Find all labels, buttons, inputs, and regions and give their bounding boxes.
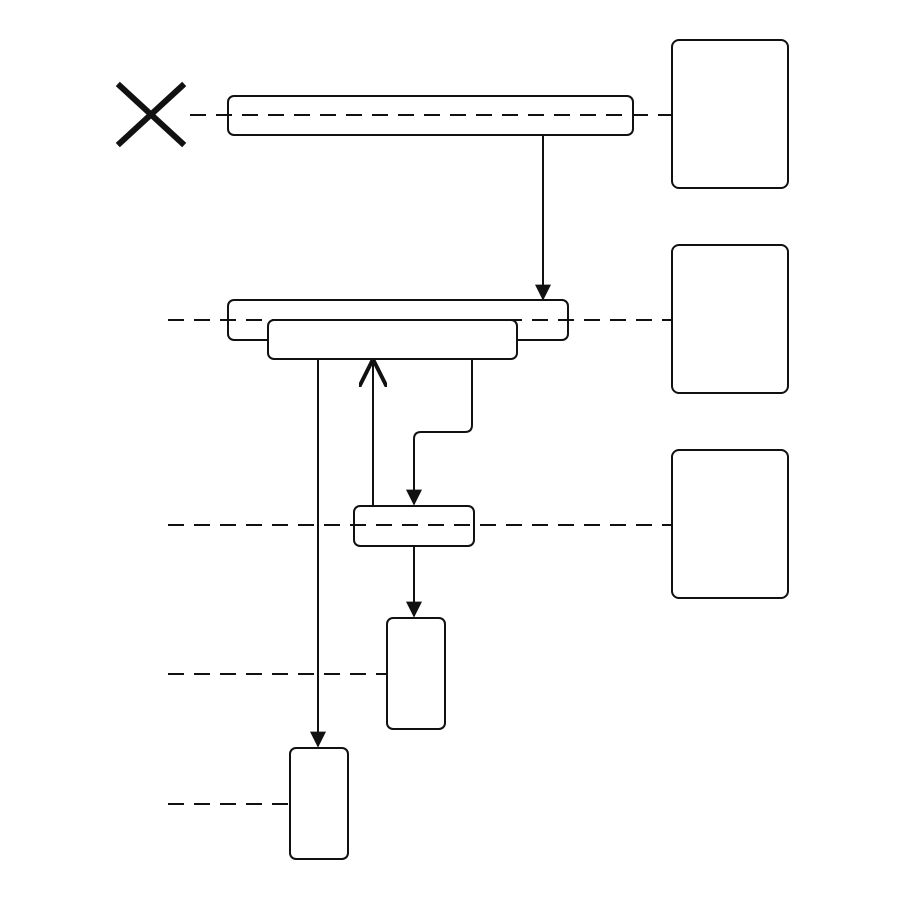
lower-box-b (289, 747, 349, 860)
arrow-inner-to-lower-bar (406, 359, 473, 506)
activation-bar-middle-inner (267, 319, 518, 360)
lower-box-a (386, 617, 446, 730)
participant-box-3 (671, 449, 789, 599)
participant-box-1 (671, 39, 789, 189)
x-mark-icon (115, 81, 187, 148)
participant-box-2 (671, 244, 789, 394)
